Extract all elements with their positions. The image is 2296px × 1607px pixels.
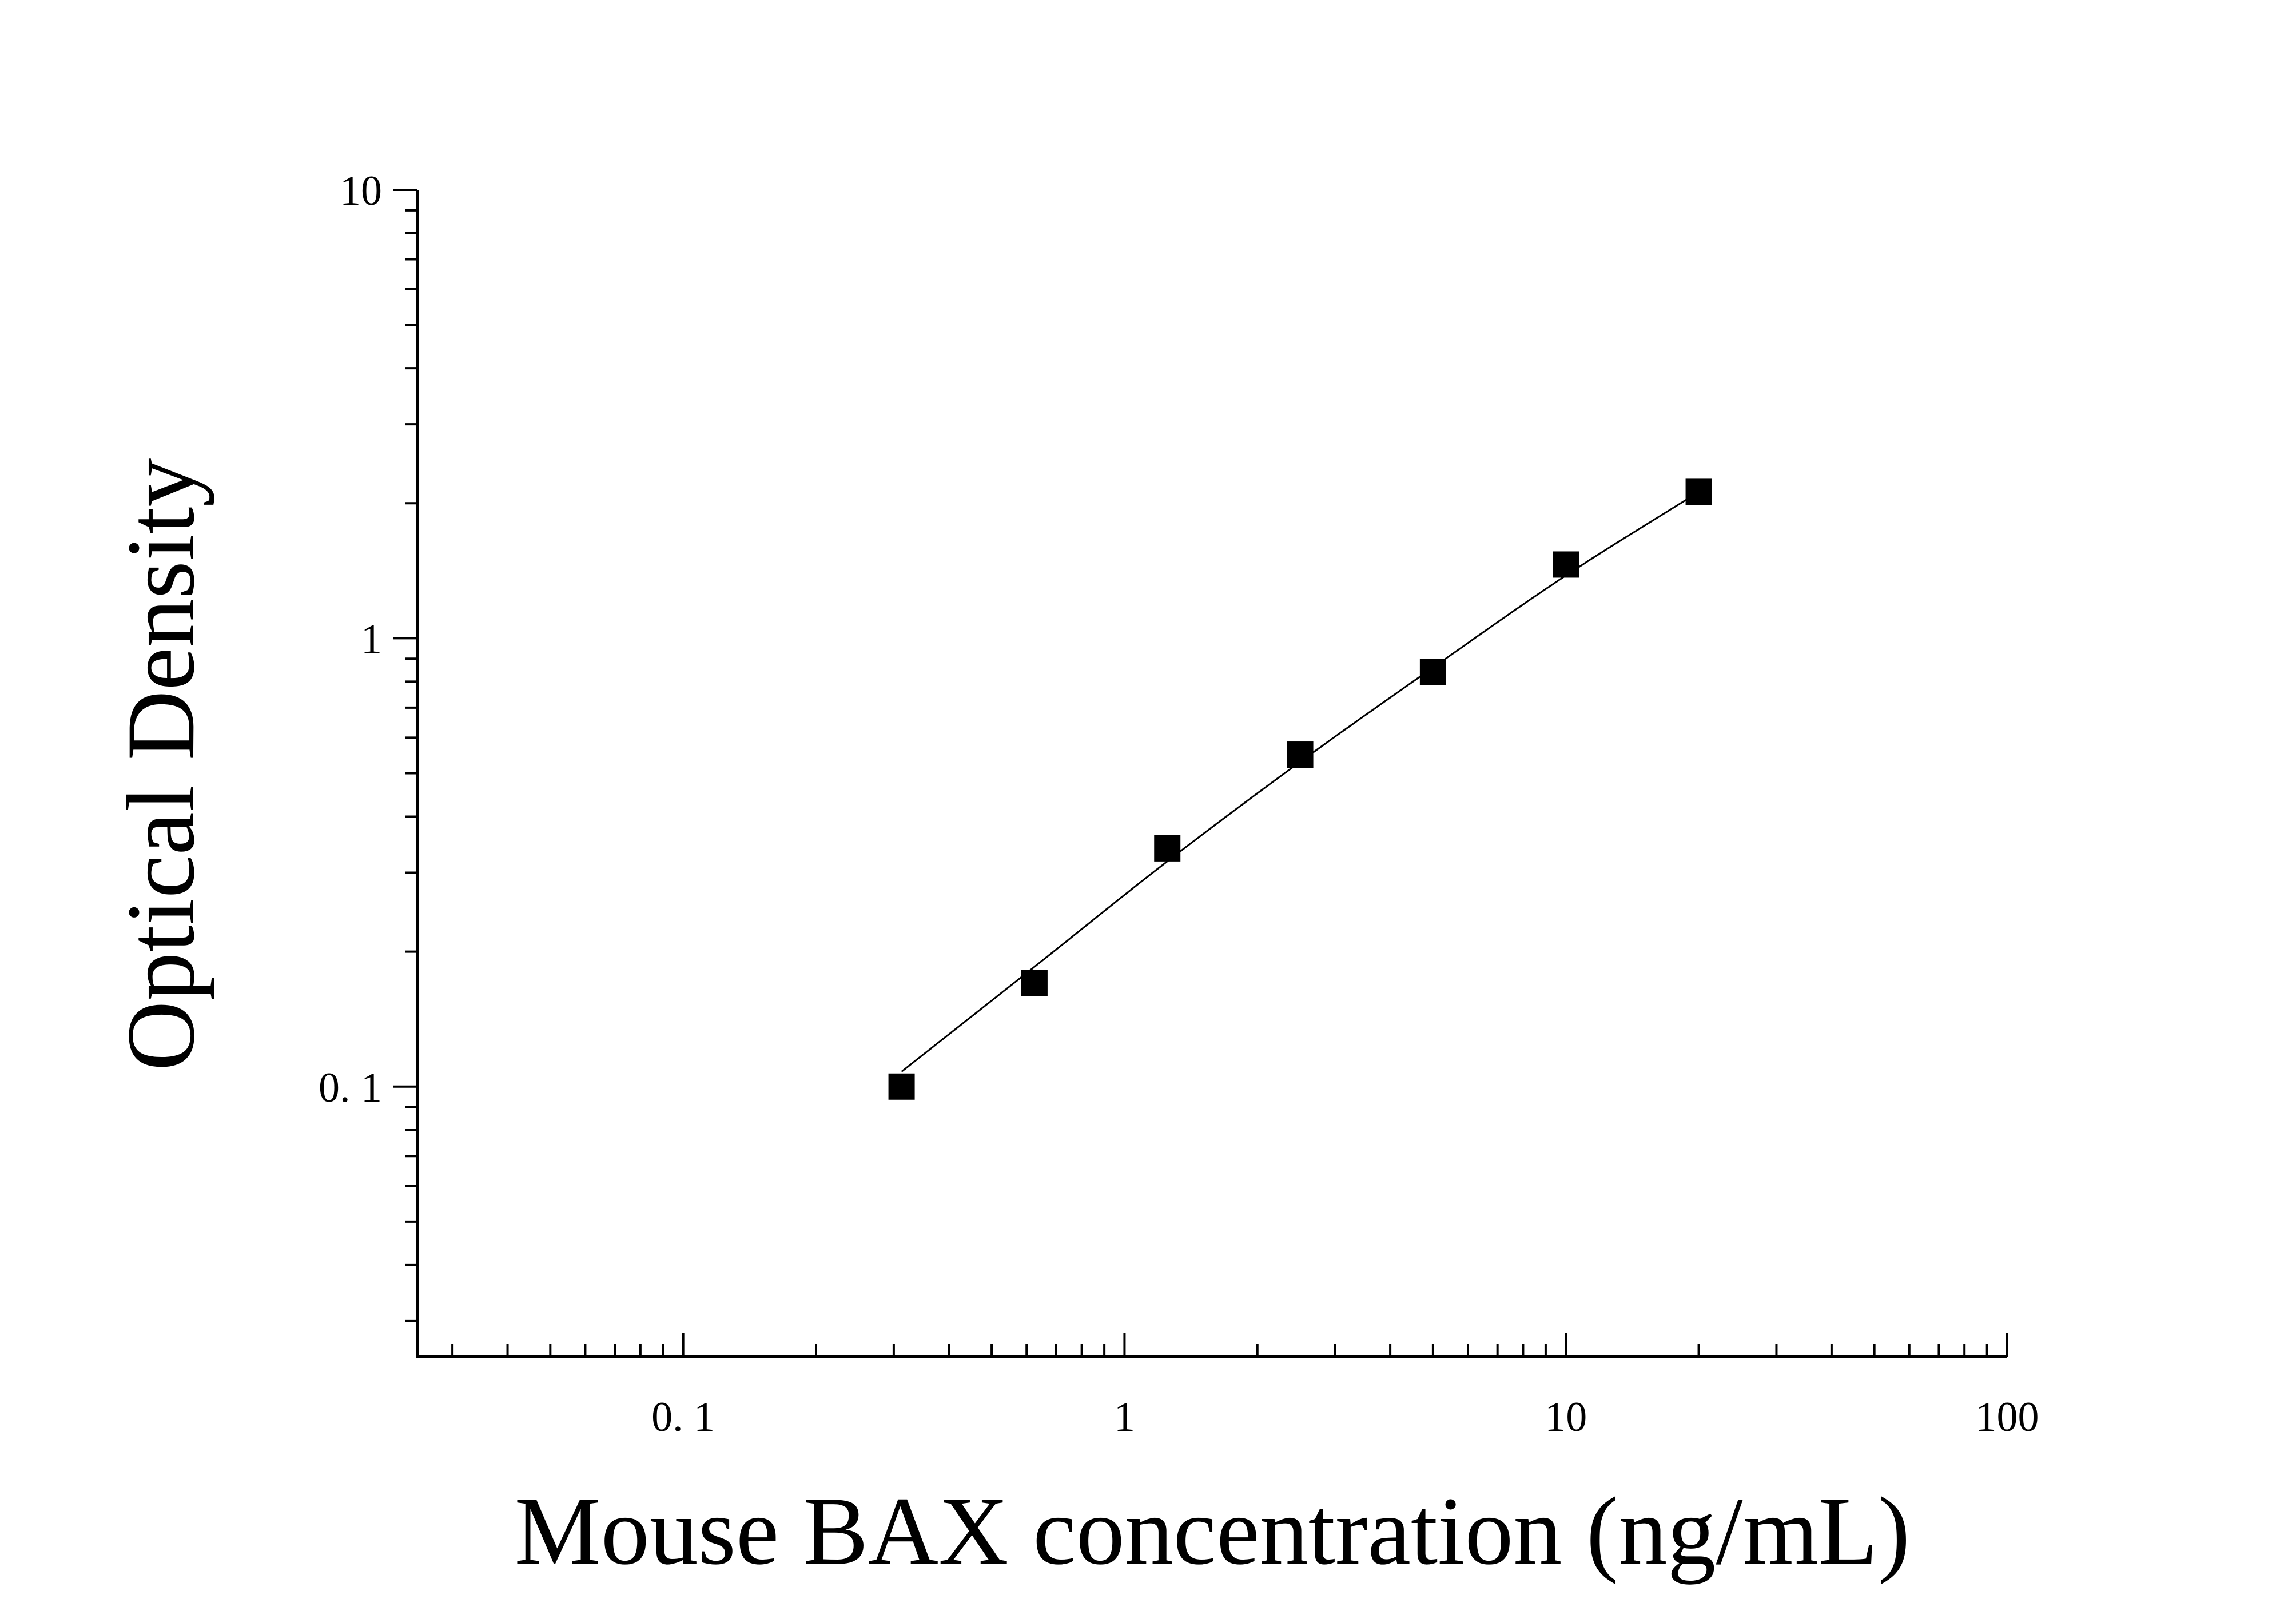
fit-curve-layer	[901, 491, 1700, 1072]
tick-labels-layer: 0. 1 1 10 100 0. 1 1 10	[319, 168, 2039, 1441]
x-tick-label: 1	[1114, 1394, 1135, 1441]
data-point	[1287, 741, 1314, 768]
x-tick-label: 0. 1	[651, 1394, 715, 1441]
data-point	[1021, 970, 1048, 996]
y-tick-label: 1	[361, 616, 382, 663]
y-tick-label: 10	[340, 168, 382, 214]
data-point	[1154, 835, 1181, 862]
data-point	[1553, 551, 1579, 578]
data-point	[1685, 478, 1712, 505]
y-axis-title: Optical Density	[107, 458, 214, 1071]
x-axis-title: Mouse BAX concentration (ng/mL)	[515, 1477, 1911, 1585]
data-point	[888, 1073, 915, 1100]
x-tick-label: 100	[1976, 1394, 2039, 1441]
data-points-layer	[888, 478, 1712, 1100]
x-tick-label: 10	[1545, 1394, 1587, 1441]
axes	[393, 189, 2008, 1358]
data-point	[1419, 659, 1446, 685]
fit-curve-line	[901, 491, 1700, 1072]
y-tick-label: 0. 1	[319, 1064, 382, 1111]
